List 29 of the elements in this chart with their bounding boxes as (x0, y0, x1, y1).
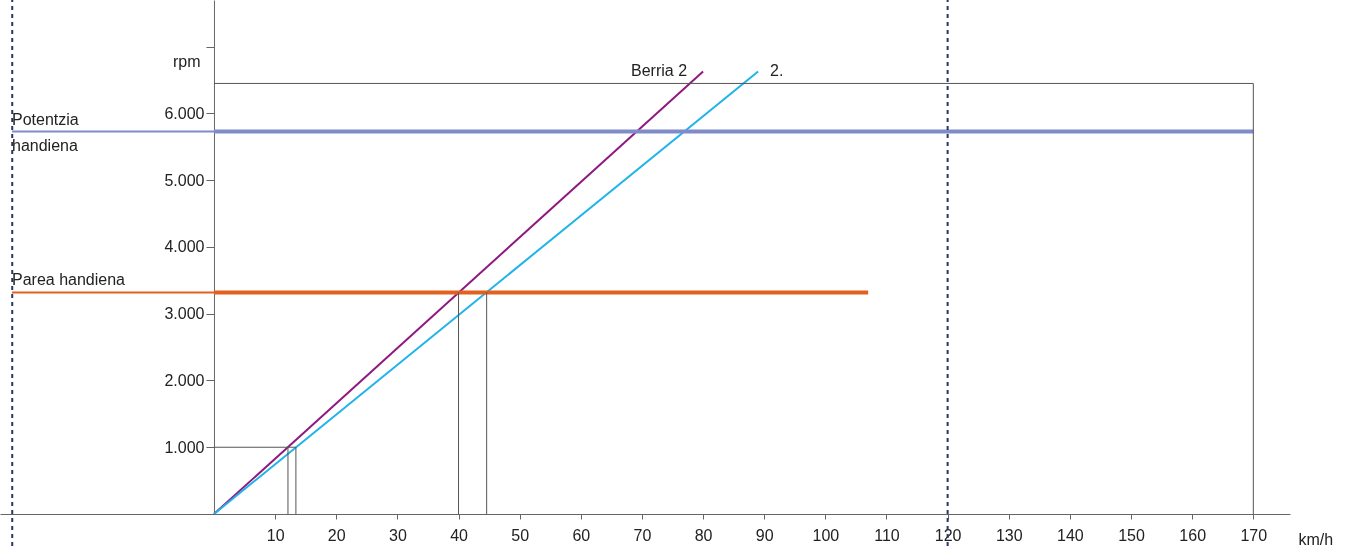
x-tick-label: 60 (572, 526, 591, 544)
x-tick-label: 100 (812, 526, 840, 544)
x-tick-label: 70 (633, 526, 652, 544)
x-tick-label: 150 (1118, 526, 1145, 544)
y-tick-label: 2.000 (164, 371, 205, 389)
y-tick-label: 6.000 (164, 104, 205, 122)
x-axis-title: km/h (1298, 530, 1334, 546)
text: Potentzia handiena (12, 110, 79, 154)
x-tick-label: 140 (1057, 526, 1084, 544)
y-tick-label: 4.000 (164, 238, 205, 256)
y-tick-label: 1.000 (164, 438, 205, 456)
x-tick-label: 90 (755, 526, 774, 544)
x-tick-label: 170 (1240, 526, 1268, 544)
y-axis-title: rpm (172, 52, 201, 70)
x-tick-label: 110 (874, 526, 900, 544)
y-tick-label: 5.000 (164, 171, 205, 189)
text: Parea handiena (12, 271, 126, 289)
y-tick-label: 3.000 (164, 305, 205, 323)
x-tick-label: 160 (1179, 526, 1207, 544)
x-tick-label: 120 (934, 526, 962, 544)
x-tick-label: 40 (450, 526, 469, 544)
x-tick-label: 50 (511, 526, 530, 544)
series-label: 2. (770, 62, 784, 80)
series-label: Berria 2 (631, 62, 688, 80)
x-tick-label: 20 (327, 526, 346, 544)
x-tick-label: 130 (995, 526, 1023, 544)
x-tick-label: 80 (694, 526, 713, 544)
x-tick-label: 10 (266, 526, 285, 544)
x-tick-label: 30 (388, 526, 407, 544)
